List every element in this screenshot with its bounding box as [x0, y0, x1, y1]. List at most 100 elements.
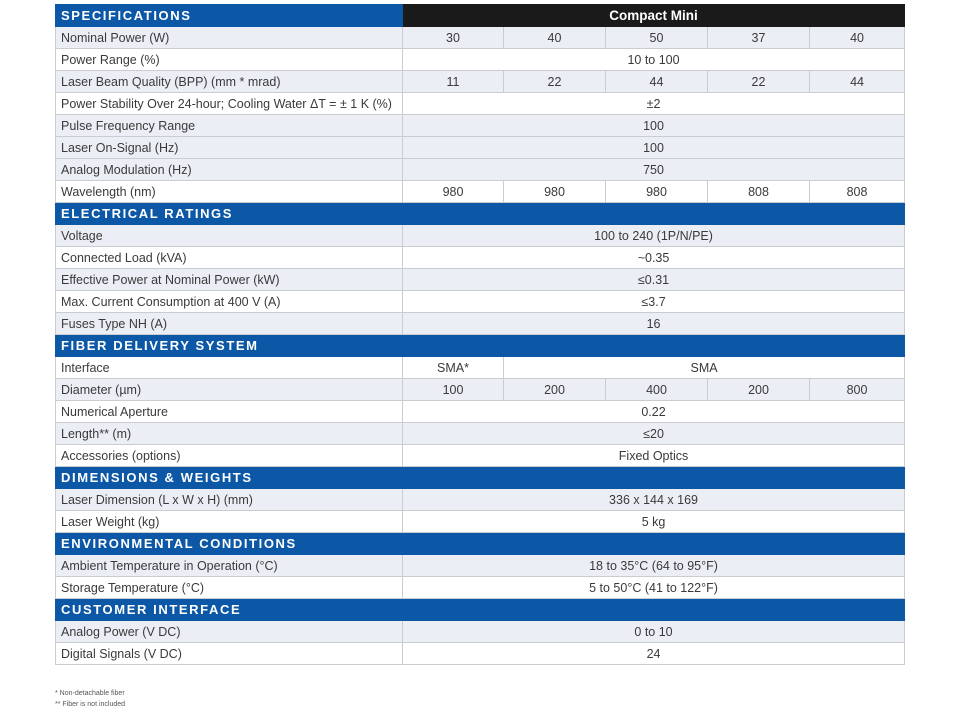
table-row: Analog Modulation (Hz) 750: [55, 158, 906, 181]
table-row: Laser On-Signal (Hz) 100: [55, 136, 906, 159]
specification-table: SPECIFICATIONS Compact Mini Nominal Power …: [55, 4, 906, 665]
section-title: SPECIFICATIONS: [55, 4, 403, 27]
section-header-fiber-delivery-system: FIBER DELIVERY SYSTEM: [55, 334, 906, 357]
value-cell: 808: [707, 180, 810, 203]
row-label: Laser Beam Quality (BPP) (mm * mrad): [55, 70, 403, 93]
value-cell-merged: 336 x 144 x 169: [401, 488, 906, 511]
row-label: Connected Load (kVA): [55, 246, 403, 269]
value-cell: SMA*: [402, 356, 504, 379]
value-cell: 200: [707, 378, 810, 401]
product-name-header: Compact Mini: [401, 4, 906, 27]
row-label: Analog Modulation (Hz): [55, 158, 403, 181]
value-cell: 980: [402, 180, 504, 203]
row-label: Length** (m): [55, 422, 403, 445]
row-label: Diameter (µm): [55, 378, 403, 401]
value-cell-merged: ±2: [401, 92, 906, 115]
row-label: Accessories (options): [55, 444, 403, 467]
value-cell-merged: 10 to 100: [401, 48, 906, 71]
value-cell-merged: 100: [401, 136, 906, 159]
section-title: CUSTOMER INTERFACE: [55, 598, 403, 621]
value-cell: 50: [605, 26, 708, 49]
section-title: DIMENSIONS & WEIGHTS: [55, 466, 403, 489]
value-cell: 37: [707, 26, 810, 49]
table-row: Wavelength (nm) 980 980 980 808 808: [55, 180, 906, 203]
footnote-non-detachable: * Non-detachable fiber: [55, 690, 125, 697]
table-row: Voltage 100 to 240 (1P/N/PE): [55, 224, 906, 247]
section-header-environmental-conditions: ENVIRONMENTAL CONDITIONS: [55, 532, 906, 555]
section-header-electrical-ratings: ELECTRICAL RATINGS: [55, 202, 906, 225]
value-cell: 980: [605, 180, 708, 203]
table-row: Power Stability Over 24-hour; Cooling Wa…: [55, 92, 906, 115]
section-header-fill: [401, 532, 906, 555]
value-cell: 200: [503, 378, 606, 401]
value-cell: 44: [605, 70, 708, 93]
row-label: Effective Power at Nominal Power (kW): [55, 268, 403, 291]
row-label: Interface: [55, 356, 403, 379]
table-row: Laser Beam Quality (BPP) (mm * mrad) 11 22…: [55, 70, 906, 93]
value-cell-merged: 24: [401, 642, 906, 665]
footnotes: * Non-detachable fiber ** Fiber is not i…: [55, 688, 125, 710]
table-row: Ambient Temperature in Operation (°C) 18 …: [55, 554, 906, 577]
section-title: ELECTRICAL RATINGS: [55, 202, 403, 225]
table-row: Length** (m) ≤20: [55, 422, 906, 445]
row-label: Voltage: [55, 224, 403, 247]
table-row: Connected Load (kVA) ~0.35: [55, 246, 906, 269]
value-cell-merged: 5 kg: [401, 510, 906, 533]
row-label: Laser Dimension (L x W x H) (mm): [55, 488, 403, 511]
row-label: Laser Weight (kg): [55, 510, 403, 533]
value-cell: 808: [808, 180, 906, 203]
value-cell: 11: [402, 70, 504, 93]
value-cell-merged: ~0.35: [401, 246, 906, 269]
value-cell-merged: 18 to 35°C (64 to 95°F): [401, 554, 906, 577]
table-row: Fuses Type NH (A) 16: [55, 312, 906, 335]
value-cell-merged: SMA: [502, 356, 906, 379]
row-label: Storage Temperature (°C): [55, 576, 403, 599]
row-label: Power Stability Over 24-hour; Cooling Wa…: [55, 92, 403, 115]
value-cell-merged: 100: [401, 114, 906, 137]
row-label: Laser On-Signal (Hz): [55, 136, 403, 159]
row-label: Pulse Frequency Range: [55, 114, 403, 137]
value-cell-merged: 0 to 10: [401, 620, 906, 643]
row-label: Analog Power (V DC): [55, 620, 403, 643]
table-row: Diameter (µm) 100 200 400 200 800: [55, 378, 906, 401]
table-row: Max. Current Consumption at 400 V (A) ≤3.…: [55, 290, 906, 313]
row-label: Max. Current Consumption at 400 V (A): [55, 290, 403, 313]
section-header-customer-interface: CUSTOMER INTERFACE: [55, 598, 906, 621]
value-cell-merged: 100 to 240 (1P/N/PE): [401, 224, 906, 247]
table-row: Laser Weight (kg) 5 kg: [55, 510, 906, 533]
value-cell-merged: ≤20: [401, 422, 906, 445]
row-label: Power Range (%): [55, 48, 403, 71]
table-row: Numerical Aperture 0.22: [55, 400, 906, 423]
section-title: ENVIRONMENTAL CONDITIONS: [55, 532, 403, 555]
table-row: Nominal Power (W) 30 40 50 37 40: [55, 26, 906, 49]
footnote-fiber-not-included: ** Fiber is not included: [55, 701, 126, 708]
row-label: Digital Signals (V DC): [55, 642, 403, 665]
row-label: Wavelength (nm): [55, 180, 403, 203]
value-cell-merged: 16: [401, 312, 906, 335]
table-row: Analog Power (V DC) 0 to 10: [55, 620, 906, 643]
value-cell: 400: [605, 378, 708, 401]
row-label: Fuses Type NH (A): [55, 312, 403, 335]
value-cell: 980: [503, 180, 606, 203]
value-cell: 22: [707, 70, 810, 93]
table-row: Digital Signals (V DC) 24: [55, 642, 906, 665]
value-cell-merged: ≤0.31: [401, 268, 906, 291]
section-header-fill: [401, 466, 906, 489]
row-label: Ambient Temperature in Operation (°C): [55, 554, 403, 577]
section-title: FIBER DELIVERY SYSTEM: [55, 334, 403, 357]
value-cell: 100: [402, 378, 504, 401]
value-cell: 40: [503, 26, 606, 49]
value-cell-merged: 0.22: [401, 400, 906, 423]
table-row: Power Range (%) 10 to 100: [55, 48, 906, 71]
table-row: Accessories (options) Fixed Optics: [55, 444, 906, 467]
value-cell: 30: [402, 26, 504, 49]
value-cell: 800: [808, 378, 906, 401]
section-header-fill: [401, 202, 906, 225]
value-cell: 40: [808, 26, 906, 49]
value-cell-merged: 5 to 50°C (41 to 122°F): [401, 576, 906, 599]
value-cell: 44: [808, 70, 906, 93]
row-label: Numerical Aperture: [55, 400, 403, 423]
value-cell-merged: 750: [401, 158, 906, 181]
table-row: Storage Temperature (°C) 5 to 50°C (41 to…: [55, 576, 906, 599]
table-row: Interface SMA* SMA: [55, 356, 906, 379]
